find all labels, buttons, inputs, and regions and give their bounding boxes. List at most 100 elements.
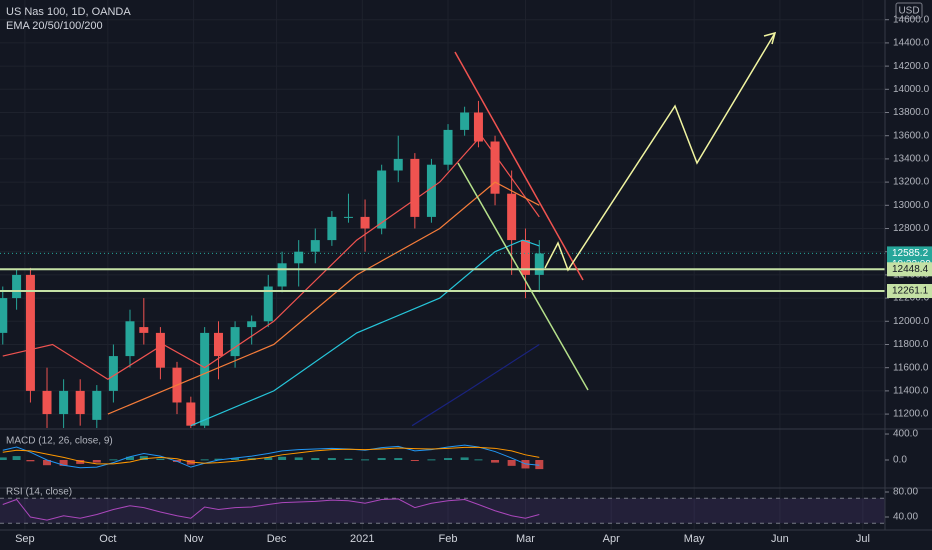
candle-body [310, 240, 320, 252]
candle-body [520, 240, 530, 275]
candle-body [59, 390, 69, 415]
candle-body [443, 129, 453, 165]
grid [0, 0, 885, 530]
candle-body [247, 321, 257, 328]
rsi-title: RSI (14, close) [6, 487, 72, 498]
macd-histogram-bar [76, 460, 85, 464]
macd-tick-label: 0.0 [893, 455, 907, 466]
x-tick-label: Dec [267, 533, 287, 545]
macd-histogram-bar [59, 460, 68, 466]
level-box [887, 284, 932, 299]
macd-histogram-bar [294, 457, 303, 461]
macd-histogram-bar [327, 458, 336, 461]
y-tick-label: 12200.0 [893, 293, 930, 304]
x-tick-label: Feb [439, 533, 458, 545]
rsi-tick-label: 80.00 [893, 487, 918, 498]
trend-line [457, 162, 589, 391]
trend-line [454, 51, 584, 281]
macd-histogram-bar [410, 460, 419, 462]
candle-body [327, 216, 337, 241]
level-box [887, 262, 932, 277]
candle-body [42, 390, 52, 415]
macd-histogram-bar [491, 460, 500, 463]
candle-body [377, 170, 387, 229]
macd-histogram-bar [156, 458, 165, 461]
ema-line [190, 239, 540, 427]
macd-histogram-bar [377, 458, 386, 461]
ema-line [107, 181, 540, 415]
y-tick-label: 12800.0 [893, 223, 930, 234]
macd-histogram-bar [92, 460, 101, 463]
macd-histogram-bar [311, 458, 320, 461]
candle-body [490, 141, 500, 194]
candle-body [534, 253, 544, 275]
candle-body [410, 158, 420, 217]
macd-histogram-bar [474, 459, 483, 461]
candle-body [125, 321, 135, 357]
macd-histogram-bar [231, 458, 240, 461]
candle-body [108, 356, 118, 391]
candle-body [200, 332, 210, 426]
macd-histogram-bar [12, 456, 21, 461]
macd-macd-line [2, 444, 540, 469]
macd-histogram-bar [278, 456, 287, 461]
indicator-label: EMA 20/50/100/200 [6, 20, 103, 32]
chart-title: US Nas 100, 1D, OANDA [6, 6, 131, 18]
macd-histogram-bar [200, 459, 209, 461]
x-tick-label: 2021 [350, 533, 374, 545]
candle-body [186, 402, 196, 426]
y-tick-label: 11400.0 [893, 386, 929, 397]
macd-histogram-bar [0, 457, 7, 461]
macd-histogram-bar [427, 459, 436, 461]
macd-histogram-bar [139, 456, 148, 461]
level-label: 12448.4 [892, 264, 929, 275]
x-tick-label: May [684, 533, 705, 545]
last-price-label: 12585.2 [892, 248, 929, 259]
x-tick-label: Mar [516, 533, 535, 545]
candle-body [263, 286, 273, 322]
level-label: 12261.1 [892, 286, 929, 297]
candle-body [360, 216, 370, 229]
macd-histogram-bar [361, 459, 370, 461]
currency[interactable]: USD [898, 6, 919, 17]
y-tick-label: 11800.0 [893, 339, 929, 350]
candle-body [230, 327, 240, 357]
ema-line [411, 343, 540, 427]
macd-histogram-bar [43, 460, 52, 466]
rsi-line [2, 498, 540, 521]
y-tick-label: 14000.0 [893, 84, 930, 95]
arrow-head [763, 31, 777, 45]
y-tick-label: 13200.0 [893, 177, 930, 188]
y-tick-label: 13400.0 [893, 154, 930, 165]
rsi-band [0, 498, 885, 524]
x-tick-label: Jun [771, 533, 789, 545]
x-tick-label: Apr [603, 533, 620, 545]
currency-box[interactable] [895, 2, 923, 19]
macd-signal-line [2, 446, 540, 465]
macd-title: MACD (12, 26, close, 9) [6, 436, 113, 447]
x-tick-label: Nov [184, 533, 204, 545]
macd-histogram-bar [344, 458, 353, 461]
candle-body [426, 164, 436, 217]
y-tick-label: 13000.0 [893, 200, 930, 211]
drawings [454, 31, 777, 391]
x-tick-label: Oct [99, 533, 116, 545]
y-tick-label: 13600.0 [893, 130, 930, 141]
candle-body [277, 263, 287, 287]
candle-body [507, 193, 517, 241]
candle-body [155, 332, 165, 368]
macd-histogram-bar [214, 458, 223, 461]
candle-body [75, 390, 85, 415]
macd-histogram-bar [460, 457, 469, 461]
candle-body [92, 390, 102, 420]
ema-line [2, 134, 540, 380]
candle-body [12, 274, 22, 299]
y-tick-label: 12000.0 [893, 316, 930, 327]
price-pane [0, 100, 885, 428]
macd-histogram-bar [109, 459, 118, 461]
macd-histogram-bar [394, 458, 403, 461]
y-tick-label: 13800.0 [893, 107, 930, 118]
candle-body [213, 332, 223, 357]
candle-body [473, 112, 483, 142]
